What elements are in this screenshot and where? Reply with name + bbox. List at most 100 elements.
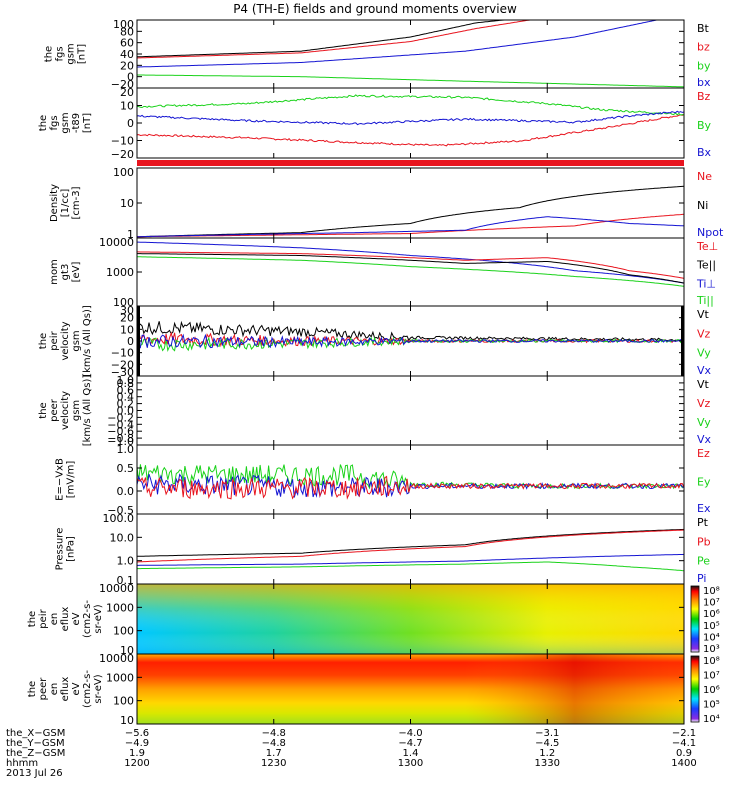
y-tick-label: 80 <box>120 25 134 38</box>
y-tick-label: 10 <box>120 323 134 336</box>
panel-7: Ez Ey Ex 1.0 0.5 0.0 −0.5 E=−VxB [mV/m] <box>55 443 711 517</box>
x-axis-row-label: the_Y−GSM <box>6 738 65 749</box>
y-tick-label: −0.6 <box>107 425 134 438</box>
y-axis-label-line: [cm-3] <box>71 186 82 219</box>
legend-entry: Ni <box>697 199 708 212</box>
y-tick-label: 1.0 <box>117 374 135 387</box>
colorbar-tick-label: 10⁶ <box>703 609 720 620</box>
legend-entry: Ey <box>697 476 711 489</box>
legend-entry: Vt <box>697 378 710 391</box>
y-tick-label: 0.5 <box>117 462 135 475</box>
y-tick-label: 10 <box>120 100 134 113</box>
y-axis-label-line: E=−VxB <box>55 458 66 501</box>
y-axis-label-line: [km/s (All Qs)] <box>82 375 93 447</box>
series-Vt-line <box>136 320 685 342</box>
panel-frame <box>136 167 685 239</box>
legend-entry: Vx <box>697 364 712 377</box>
colorbar-tick-label: 10³ <box>703 644 720 655</box>
colorbar-tick-label: 10⁸ <box>703 656 720 667</box>
y-axis-label-line: eV <box>71 612 82 625</box>
panel-frame <box>136 375 685 446</box>
series-Npot-line <box>137 216 685 238</box>
y-tick-label: 20 <box>120 312 134 325</box>
y-axis-label-line: sr-eV) <box>93 674 104 703</box>
y-axis-label-line: [nT] <box>77 44 88 64</box>
x-axis-value: −4.5 <box>535 738 559 749</box>
x-axis-row-label: the_X−GSM <box>6 728 65 739</box>
y-tick-label: 60 <box>120 37 134 50</box>
date-label: 2013 Jul 26 <box>6 768 63 779</box>
y-tick-label: 1 <box>127 228 134 241</box>
x-axis-row-label: hhmm <box>6 758 38 769</box>
panel-6: Vt Vz Vy Vx 1.00.80.60.40.20.0−0.2−0.4−0.6−0… <box>38 374 712 448</box>
y-tick-label: 40 <box>120 48 134 61</box>
x-axis-value: 1230 <box>261 758 286 769</box>
y-tick-label: −20 <box>111 358 134 371</box>
y-axis-label-line: [eV] <box>71 262 82 283</box>
legend-entry: Vz <box>697 397 711 410</box>
y-tick-label: 0.0 <box>117 485 135 498</box>
y-tick-label: −0.5 <box>107 504 134 517</box>
y-axis-label-line: mom <box>49 259 60 285</box>
legend-entry: Bz <box>697 90 711 103</box>
y-tick-label: 1000 <box>106 671 134 684</box>
y-tick-label: 10000 <box>99 236 134 249</box>
y-tick-label: −0.8 <box>107 432 134 445</box>
panel-4: Te⊥ Te|| Ti⊥ Ti|| 10000 1000 100 mom gt3 [eV] <box>49 236 718 309</box>
series-Te-line <box>137 251 685 279</box>
legend-entry: By <box>697 119 712 132</box>
y-tick-label: 1000 <box>106 601 134 614</box>
y-axis-label-line: the <box>27 681 38 697</box>
series-Pe-line <box>137 561 685 572</box>
series-Ni-line <box>137 185 685 238</box>
y-tick-label: 0.8 <box>117 377 135 390</box>
legend-entry: Ez <box>697 447 710 460</box>
colorbar <box>690 585 700 653</box>
x-axis-annotations: the_X−GSM −5.6 −4.8 −4.0 −3.1 −2.1 the_Y−GSM −4… <box>6 728 697 779</box>
y-tick-label: 0.6 <box>117 384 135 397</box>
y-tick-label: 100 <box>113 625 134 638</box>
y-tick-label: 100 <box>113 296 134 309</box>
x-axis-value: −4.9 <box>125 738 149 749</box>
x-axis-value: −4.8 <box>262 728 286 739</box>
x-axis-value: −4.1 <box>672 738 696 749</box>
y-axis-label-line: (cm2-s- <box>82 600 93 638</box>
colorbar-tick-label: 10⁵ <box>703 700 720 711</box>
legend-entry: Npot <box>697 226 724 239</box>
legend-entry: Bx <box>697 146 712 159</box>
y-tick-label: 10.0 <box>110 531 135 544</box>
legend-entry: bx <box>697 76 711 89</box>
series-Bz-line <box>136 113 685 147</box>
spectrogram-overlay <box>137 654 684 724</box>
y-axis-label-line: the <box>27 611 38 627</box>
x-axis-value: 1.2 <box>539 748 555 759</box>
legend-entry: Ex <box>697 502 711 515</box>
legend-entry: Ti|| <box>696 294 714 307</box>
legend-entry: Vt <box>697 308 710 321</box>
colorbar-tick-label: 10⁴ <box>703 632 720 643</box>
y-axis-label-line: peer <box>38 677 49 701</box>
panel-10: 10⁸ 10⁷ 10⁶ 10⁵ 10⁴ 10000 1000 100 10 the peer en ef… <box>27 652 720 727</box>
panel-8: Pt Pb Pe Pi 100.0 10.0 1.0 0.1 Pressure [nPa] <box>55 512 711 587</box>
y-tick-label: 20 <box>120 86 134 99</box>
legend-entry: Pi <box>697 572 706 585</box>
series-Ex-line <box>136 473 685 498</box>
y-tick-label: 100 <box>113 18 134 31</box>
y-axis-label-line: gt3 <box>60 264 71 281</box>
legend-entry: by <box>697 59 711 72</box>
legend-entry: Te|| <box>696 259 716 272</box>
y-axis-label-line: en <box>49 613 60 626</box>
y-tick-label: 0 <box>127 335 134 348</box>
colorbar-tick-label: 10⁷ <box>703 671 720 682</box>
x-axis-value: −4.0 <box>398 728 422 739</box>
y-axis-label-line: gsm <box>71 400 82 421</box>
x-axis-value: 1400 <box>671 758 696 769</box>
y-axis-label-line: peir <box>38 608 49 628</box>
y-tick-label: −10 <box>111 347 134 360</box>
y-tick-label: −0.2 <box>107 411 134 424</box>
